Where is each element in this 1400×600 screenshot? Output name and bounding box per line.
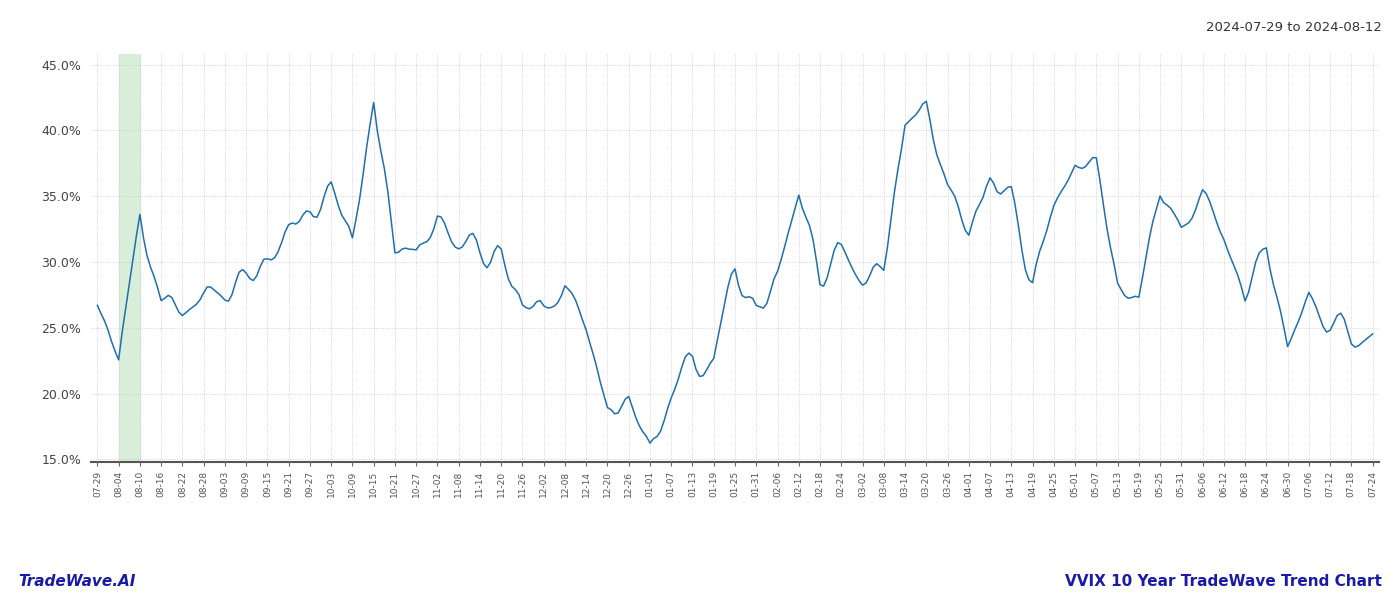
Bar [119,54,140,462]
Text: 2024-07-29 to 2024-08-12: 2024-07-29 to 2024-08-12 [1205,21,1382,34]
Text: TradeWave.AI: TradeWave.AI [18,574,136,589]
Text: VVIX 10 Year TradeWave Trend Chart: VVIX 10 Year TradeWave Trend Chart [1065,574,1382,589]
